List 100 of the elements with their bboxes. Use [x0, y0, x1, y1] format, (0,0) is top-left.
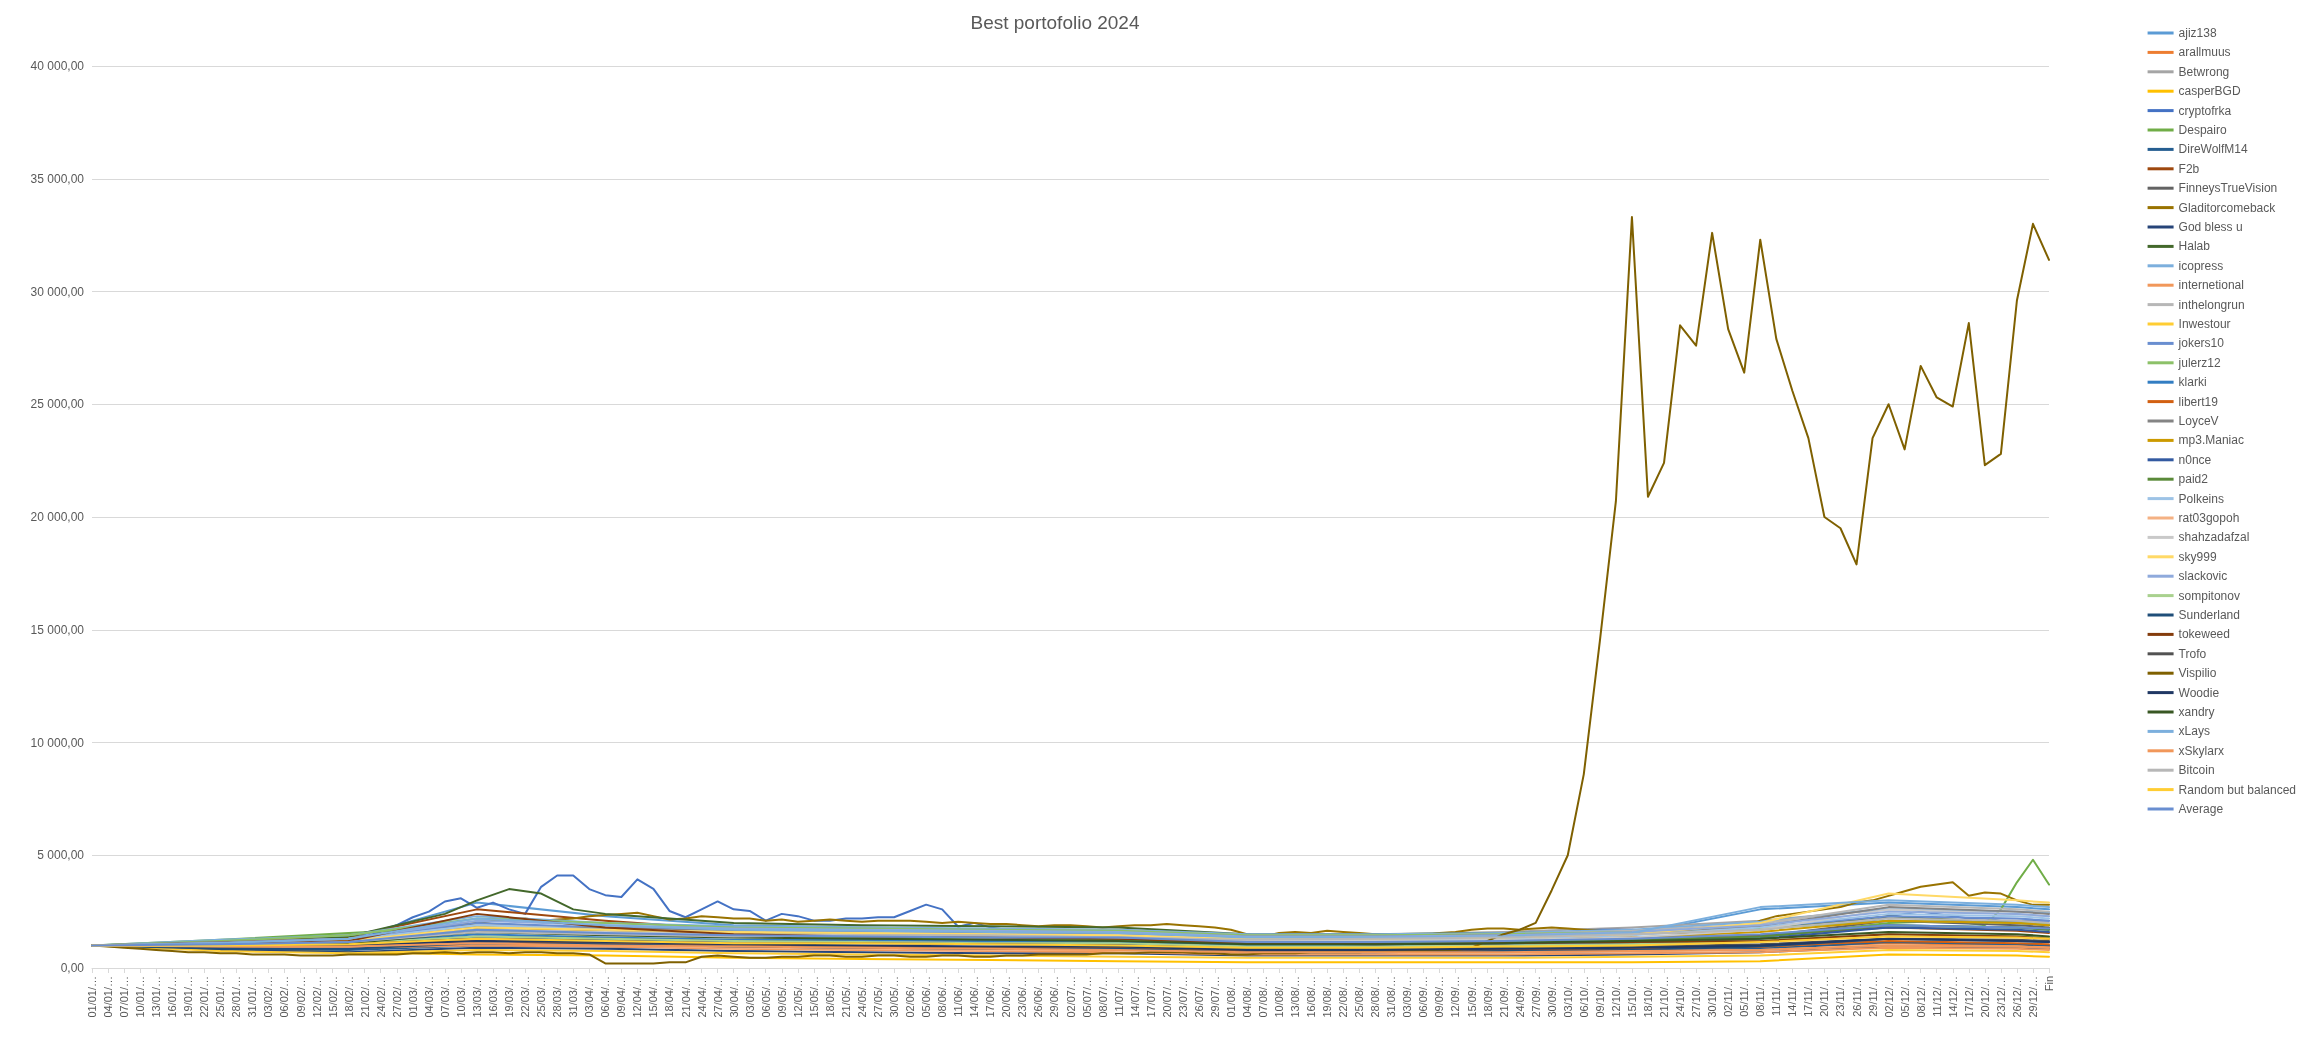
- x-tick-label: 18/10/…: [1641, 976, 1654, 1018]
- x-tick-label: 04/03/…: [422, 976, 435, 1018]
- x-tick-label: 19/08/…: [1321, 976, 1334, 1018]
- x-tick-label: 26/07/…: [1192, 976, 1205, 1018]
- x-tick-label: 17/11/…: [1802, 976, 1815, 1017]
- x-tick-label: 24/04/…: [695, 976, 708, 1018]
- x-tick-label: 17/07/…: [1144, 976, 1157, 1018]
- x-tick-label: 22/08/…: [1337, 976, 1350, 1018]
- legend-label: paid2: [2178, 472, 2209, 487]
- x-tick-label: 31/01/…: [246, 976, 259, 1018]
- legend-label: sky999: [2178, 549, 2217, 564]
- x-tick-label: 24/02/…: [374, 976, 387, 1018]
- x-tick-label: 27/09/…: [1529, 976, 1542, 1018]
- x-tick-label: 02/07/…: [1064, 976, 1077, 1018]
- x-tick-label: 03/05/…: [743, 976, 756, 1018]
- legend-label: Average: [2178, 802, 2224, 816]
- legend-label: casperBGD: [2178, 84, 2241, 99]
- x-tick-label: 03/04/…: [583, 976, 596, 1018]
- x-tick-label: 12/10/…: [1609, 976, 1622, 1018]
- legend-label: sompitonov: [2178, 588, 2240, 603]
- x-tick-label: 16/08/…: [1305, 976, 1318, 1018]
- x-tick-label: 14/07/…: [1128, 976, 1141, 1018]
- x-tick-label: 27/02/…: [390, 976, 403, 1018]
- x-tick-label: 27/05/…: [872, 976, 885, 1018]
- x-tick-label: 21/05/…: [839, 976, 852, 1018]
- x-tick-label: 09/02/…: [294, 976, 307, 1018]
- x-tick-label: 18/02/…: [342, 976, 355, 1018]
- legend-label: mp3.Maniac: [2178, 433, 2244, 448]
- x-tick-label: 10/03/…: [454, 976, 467, 1018]
- x-tick-label: 17/12/…: [1962, 976, 1975, 1018]
- y-tick-label: 35 000,00: [30, 171, 85, 186]
- x-tick-label: 23/06/…: [1016, 976, 1029, 1018]
- x-tick-label: 28/08/…: [1369, 976, 1382, 1018]
- legend-label: Halab: [2178, 239, 2211, 254]
- legend-label: xSkylarx: [2178, 743, 2224, 758]
- x-tick-label: 06/10/…: [1577, 976, 1590, 1018]
- x-tick-label: 22/03/…: [519, 976, 532, 1018]
- legend-label: rat03gopoh: [2178, 511, 2240, 525]
- x-tick-label: 06/04/…: [599, 976, 612, 1018]
- x-tick-label: 01/03/…: [406, 976, 419, 1018]
- x-tick-label: 24/09/…: [1513, 976, 1526, 1018]
- x-tick-label: 12/09/…: [1449, 976, 1462, 1018]
- x-tick-label: 19/01/…: [182, 976, 195, 1018]
- x-tick-label: 23/11/…: [1834, 976, 1847, 1017]
- x-tick-label: 11/11/…: [1770, 976, 1783, 1016]
- legend-label: Vispilio: [2178, 666, 2217, 681]
- legend-label: libert19: [2178, 394, 2219, 409]
- x-tick-label: 13/03/…: [470, 976, 483, 1018]
- x-tick-label: 27/10/…: [1690, 976, 1703, 1018]
- x-tick-label: 30/09/…: [1545, 976, 1558, 1018]
- x-tick-label: 20/11/…: [1818, 976, 1831, 1017]
- legend-label: n0nce: [2178, 452, 2212, 467]
- y-tick-label: 40 000,00: [30, 59, 85, 73]
- legend-label: icopress: [2178, 258, 2224, 273]
- legend-label: Bitcoin: [2178, 763, 2215, 778]
- legend-label: inthelongrun: [2178, 297, 2245, 312]
- x-tick-label: 14/12/…: [1946, 976, 1959, 1018]
- legend-label: Polkeins: [2178, 491, 2224, 506]
- x-tick-label: 20/07/…: [1160, 976, 1173, 1018]
- x-tick-label: 21/02/…: [358, 976, 371, 1018]
- x-tick-label: 07/01/…: [118, 976, 131, 1018]
- x-tick-label: 05/06/…: [920, 976, 933, 1018]
- x-tick-label: 12/04/…: [631, 976, 644, 1018]
- legend-label: shahzadafzal: [2178, 530, 2250, 545]
- legend-label: Woodie: [2178, 685, 2220, 700]
- x-tick-label: 13/08/…: [1289, 976, 1302, 1018]
- x-tick-label: 10/01/…: [134, 976, 147, 1018]
- x-tick-label: 20/12/…: [1978, 976, 1991, 1018]
- legend-label: Gladitorcomeback: [2178, 200, 2277, 215]
- legend-label: LoyceV: [2178, 414, 2219, 428]
- x-tick-label: 02/06/…: [904, 976, 917, 1018]
- legend-label: arallmuus: [2178, 45, 2231, 60]
- y-tick-label: 0,00: [60, 961, 85, 975]
- x-tick-label: 26/06/…: [1032, 976, 1045, 1018]
- x-tick-label: 18/05/…: [823, 976, 836, 1018]
- legend-label: Betwrong: [2178, 64, 2230, 79]
- x-tick-label: 05/11/…: [1738, 976, 1751, 1017]
- x-tick-label: 23/07/…: [1176, 976, 1189, 1018]
- x-tick-label: 12/05/…: [791, 976, 804, 1018]
- legend-label: xandry: [2178, 705, 2215, 719]
- x-tick-label: 11/06/…: [952, 976, 965, 1017]
- legend-label: internetional: [2178, 278, 2244, 293]
- x-tick-label: 23/12/…: [1994, 976, 2007, 1018]
- x-tick-label: 29/06/…: [1048, 976, 1061, 1018]
- x-tick-label: 02/11/…: [1722, 976, 1735, 1017]
- x-tick-label: 03/02/…: [262, 976, 275, 1018]
- legend-label: Inwestour: [2178, 317, 2231, 331]
- x-tick-label: 13/01/…: [150, 976, 163, 1018]
- x-tick-label: 29/11/…: [1866, 976, 1879, 1017]
- x-tick-label: 08/07/…: [1096, 976, 1109, 1018]
- x-tick-label: 28/03/…: [551, 976, 564, 1018]
- y-tick-label: 15 000,00: [30, 622, 85, 637]
- y-tick-label: 20 000,00: [30, 510, 85, 524]
- x-tick-label: 10/08/…: [1273, 976, 1286, 1018]
- x-tick-label: 15/04/…: [647, 976, 660, 1018]
- x-tick-label: 03/09/…: [1401, 976, 1414, 1018]
- x-tick-label: 21/09/…: [1497, 976, 1510, 1018]
- y-tick-label: 10 000,00: [30, 735, 85, 750]
- x-tick-label: 04/08/…: [1240, 976, 1253, 1018]
- x-tick-label: 07/08/…: [1256, 976, 1269, 1018]
